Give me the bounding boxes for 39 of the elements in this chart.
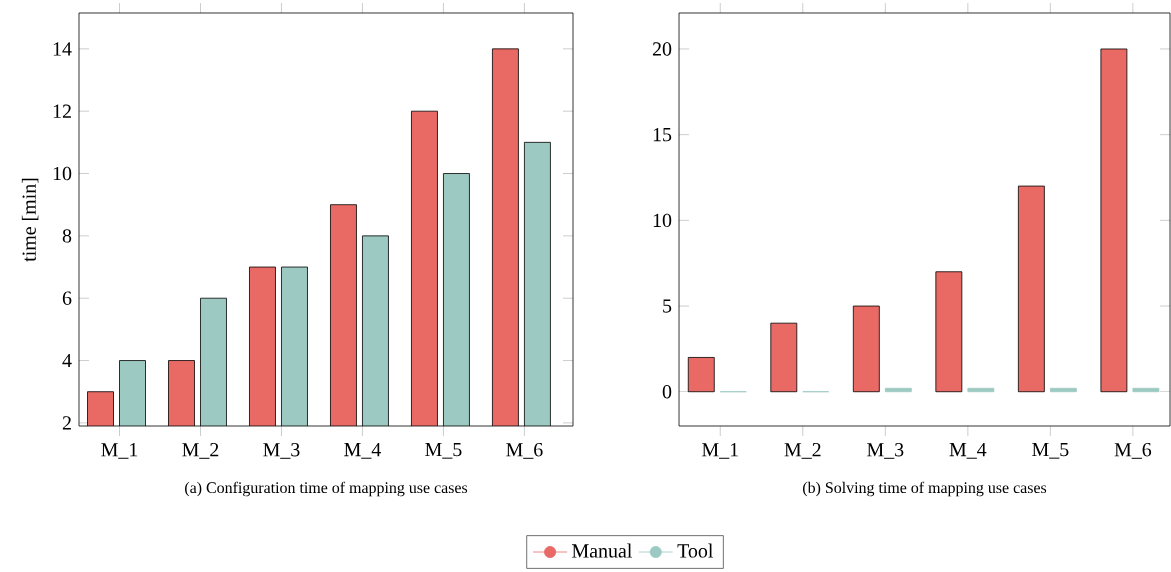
bar	[967, 387, 995, 393]
bar	[1049, 387, 1077, 393]
x-tick-label: M_6	[506, 443, 543, 459]
bar	[935, 271, 963, 393]
y-tick-label: 8	[62, 229, 72, 243]
x-tick-label: M_6	[1114, 443, 1152, 459]
y-tick-label: 0	[662, 385, 672, 399]
y-tick-label: 5	[663, 299, 672, 313]
legend-label: Tool	[677, 543, 713, 558]
legend-label: Manual	[572, 543, 632, 558]
y-tick-label: 15	[653, 127, 672, 142]
bar	[884, 387, 912, 393]
bar	[687, 357, 715, 393]
bar	[1100, 48, 1128, 393]
x-tick-label: M_5	[1032, 443, 1069, 459]
x-tick-label: M_3	[263, 443, 300, 459]
bar	[770, 322, 798, 393]
y-tick-label: 4	[62, 353, 72, 368]
x-tick-label: M_4	[344, 443, 381, 459]
y-axis-title: time [min]	[21, 178, 39, 262]
x-tick-label: M_2	[784, 443, 821, 459]
x-tick-label: M_3	[867, 443, 904, 459]
x-tick-label: M_4	[949, 443, 987, 459]
y-tick-label: 2	[62, 416, 71, 430]
bar	[1132, 387, 1160, 393]
x-tick-label: M_2	[182, 443, 219, 459]
x-tick-label: M_1	[101, 443, 138, 459]
text: (b) Solving time of mapping use cases	[803, 481, 1047, 497]
y-tick-label: 10	[653, 213, 672, 228]
text: (a) Configuration time of mapping use cases	[185, 481, 468, 497]
x-tick-label: M_5	[425, 443, 462, 459]
y-tick-label: 20	[652, 42, 672, 56]
y-tick-label: 14	[53, 42, 72, 56]
y-tick-label: 10	[53, 166, 72, 181]
x-tick-label: M_1	[702, 443, 738, 459]
y-tick-label: 12	[53, 104, 71, 118]
y-tick-label: 6	[62, 291, 72, 305]
bar	[1017, 185, 1045, 393]
bar	[852, 305, 880, 393]
